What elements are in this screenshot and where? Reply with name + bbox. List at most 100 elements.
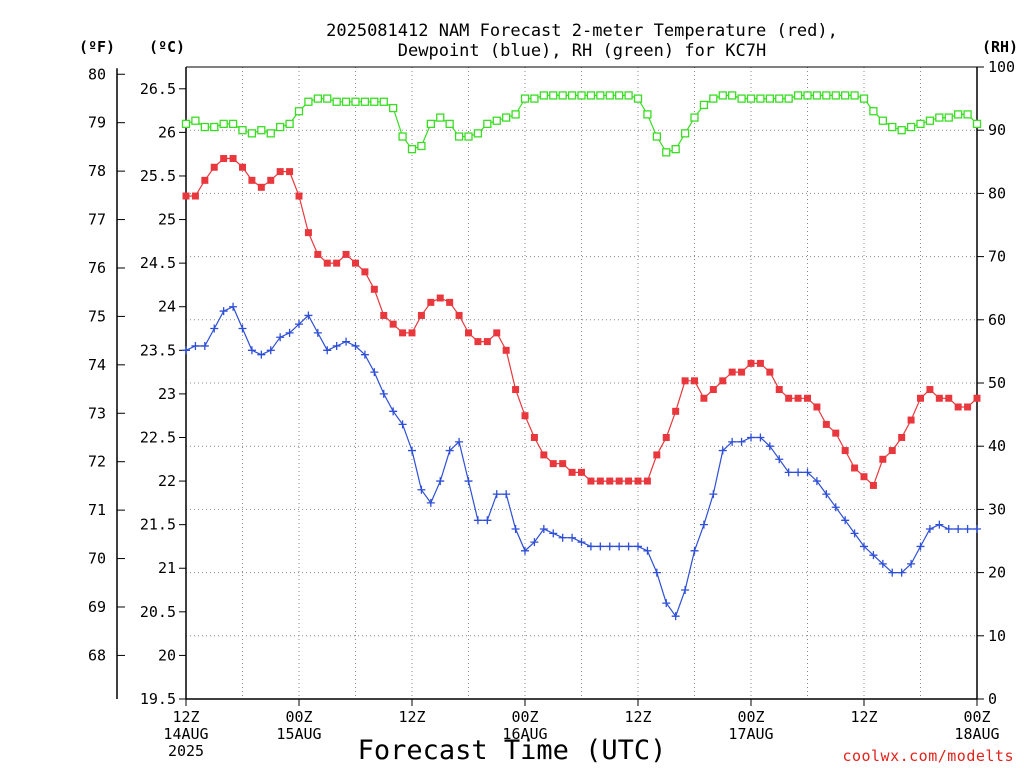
fahrenheit-tick-label: 72: [88, 453, 106, 471]
grid: [186, 67, 977, 699]
temperature-point: [775, 386, 783, 394]
temperature-point: [399, 329, 407, 337]
dewpoint-point: [794, 468, 803, 477]
dewpoint-point: [247, 346, 256, 355]
dewpoint-point: [615, 542, 624, 551]
temperature-point: [483, 338, 491, 346]
rh-point: [615, 91, 624, 100]
rh-point: [285, 119, 294, 129]
temperature-point: [352, 259, 359, 267]
dewpoint-point: [765, 442, 774, 451]
rh-point: [831, 91, 840, 100]
rh-point: [841, 91, 850, 100]
rh-point: [276, 122, 285, 132]
rh-point: [718, 91, 727, 100]
temperature-point: [907, 416, 915, 424]
tick-labels: 68 69 70 71 72 73 74 75 76 77 78 79 80 19.5 20 20.5 21 21…: [88, 58, 1015, 760]
temperature-point: [832, 429, 840, 437]
dewpoint-point: [756, 433, 765, 442]
temperature-point: [201, 176, 209, 184]
rh-point: [511, 110, 520, 119]
rh-point: [728, 91, 737, 100]
dewpoint-point: [539, 525, 548, 534]
dewpoint-point: [492, 490, 501, 499]
temperature-point: [898, 433, 906, 441]
temperature-point: [813, 403, 821, 411]
dewpoint-point: [841, 516, 850, 525]
rh-point: [238, 126, 247, 135]
temperature-point: [370, 285, 378, 293]
dewpoint-point: [483, 516, 492, 525]
dewpoint-point: [596, 542, 605, 551]
x-tick-label: 18AUG: [954, 725, 999, 743]
dewpoint-point: [295, 320, 303, 329]
dewpoint-point: [229, 302, 238, 311]
x-tick-label: 00Z: [511, 708, 538, 726]
dewpoint-point: [747, 433, 755, 442]
temperature-point: [446, 298, 454, 306]
rh-tick-label: 10: [988, 627, 1006, 645]
celsius-tick-label: 23: [158, 385, 176, 403]
chart-title-line2: Dewpoint (blue), RH (green) for KC7H: [398, 41, 766, 61]
rh-point: [586, 91, 596, 100]
x-axis-label: Forecast Time (UTC): [358, 735, 667, 766]
celsius-tick-label: 26.5: [140, 80, 176, 98]
rh-point: [850, 91, 859, 100]
celsius-tick-label: 26: [158, 123, 176, 141]
dewpoint-point: [954, 525, 963, 534]
dewpoint-point: [775, 455, 784, 464]
dewpoint-point: [878, 559, 887, 568]
dewpoint-point: [502, 490, 511, 499]
x-tick-label: 00Z: [737, 708, 764, 726]
dewpoint-point: [643, 546, 652, 555]
dewpoint-point: [473, 516, 482, 525]
temperature-point: [804, 394, 811, 402]
celsius-tick-label: 22: [158, 472, 176, 490]
dewpoint-point: [681, 586, 690, 595]
dewpoint-point: [389, 407, 398, 416]
celsius-tick-label: 25: [158, 211, 176, 229]
rh-point: [859, 94, 869, 103]
temperature-point: [220, 155, 228, 163]
rh-point: [332, 97, 341, 106]
temperature-point: [719, 377, 727, 385]
dewpoint-point: [605, 542, 614, 551]
rh-point: [341, 97, 351, 106]
dewpoint-point: [690, 546, 699, 555]
temperature-point: [191, 192, 199, 200]
dewpoint-point: [869, 551, 878, 560]
temperature-point: [549, 460, 557, 468]
dewpoint-point: [784, 468, 793, 477]
dewpoint-point: [549, 529, 558, 538]
rh-point: [445, 119, 454, 129]
rh-point: [906, 122, 916, 132]
rh-point: [549, 91, 558, 100]
temperature-point: [964, 403, 972, 411]
temperature-point: [917, 394, 924, 402]
x-tick-label: 12Z: [850, 708, 877, 726]
rh-point: [793, 91, 803, 100]
temperature-point: [681, 377, 689, 385]
temperature-point: [229, 155, 237, 163]
temperature-point: [286, 168, 294, 176]
fahrenheit-tick-label: 69: [88, 598, 106, 616]
dewpoint-point: [266, 346, 275, 355]
dewpoint-point: [530, 538, 539, 547]
dewpoint-point: [699, 520, 708, 529]
rh-point: [228, 119, 238, 129]
temperature-point: [465, 329, 472, 337]
rh-point: [530, 94, 539, 103]
temperature-point: [653, 451, 661, 459]
dewpoint-point: [586, 542, 595, 551]
rh-point: [483, 119, 492, 129]
temperature-point: [596, 477, 604, 485]
dewpoint-point: [360, 350, 369, 359]
rh-point: [181, 119, 191, 129]
temperature-point: [643, 477, 651, 485]
temperature-point: [257, 183, 265, 191]
fahrenheit-tick-label: 75: [88, 307, 106, 325]
dewpoint-point: [577, 538, 586, 547]
temperature-point: [869, 481, 877, 489]
dewpoint-point: [737, 437, 746, 446]
temperature-point: [851, 464, 859, 472]
